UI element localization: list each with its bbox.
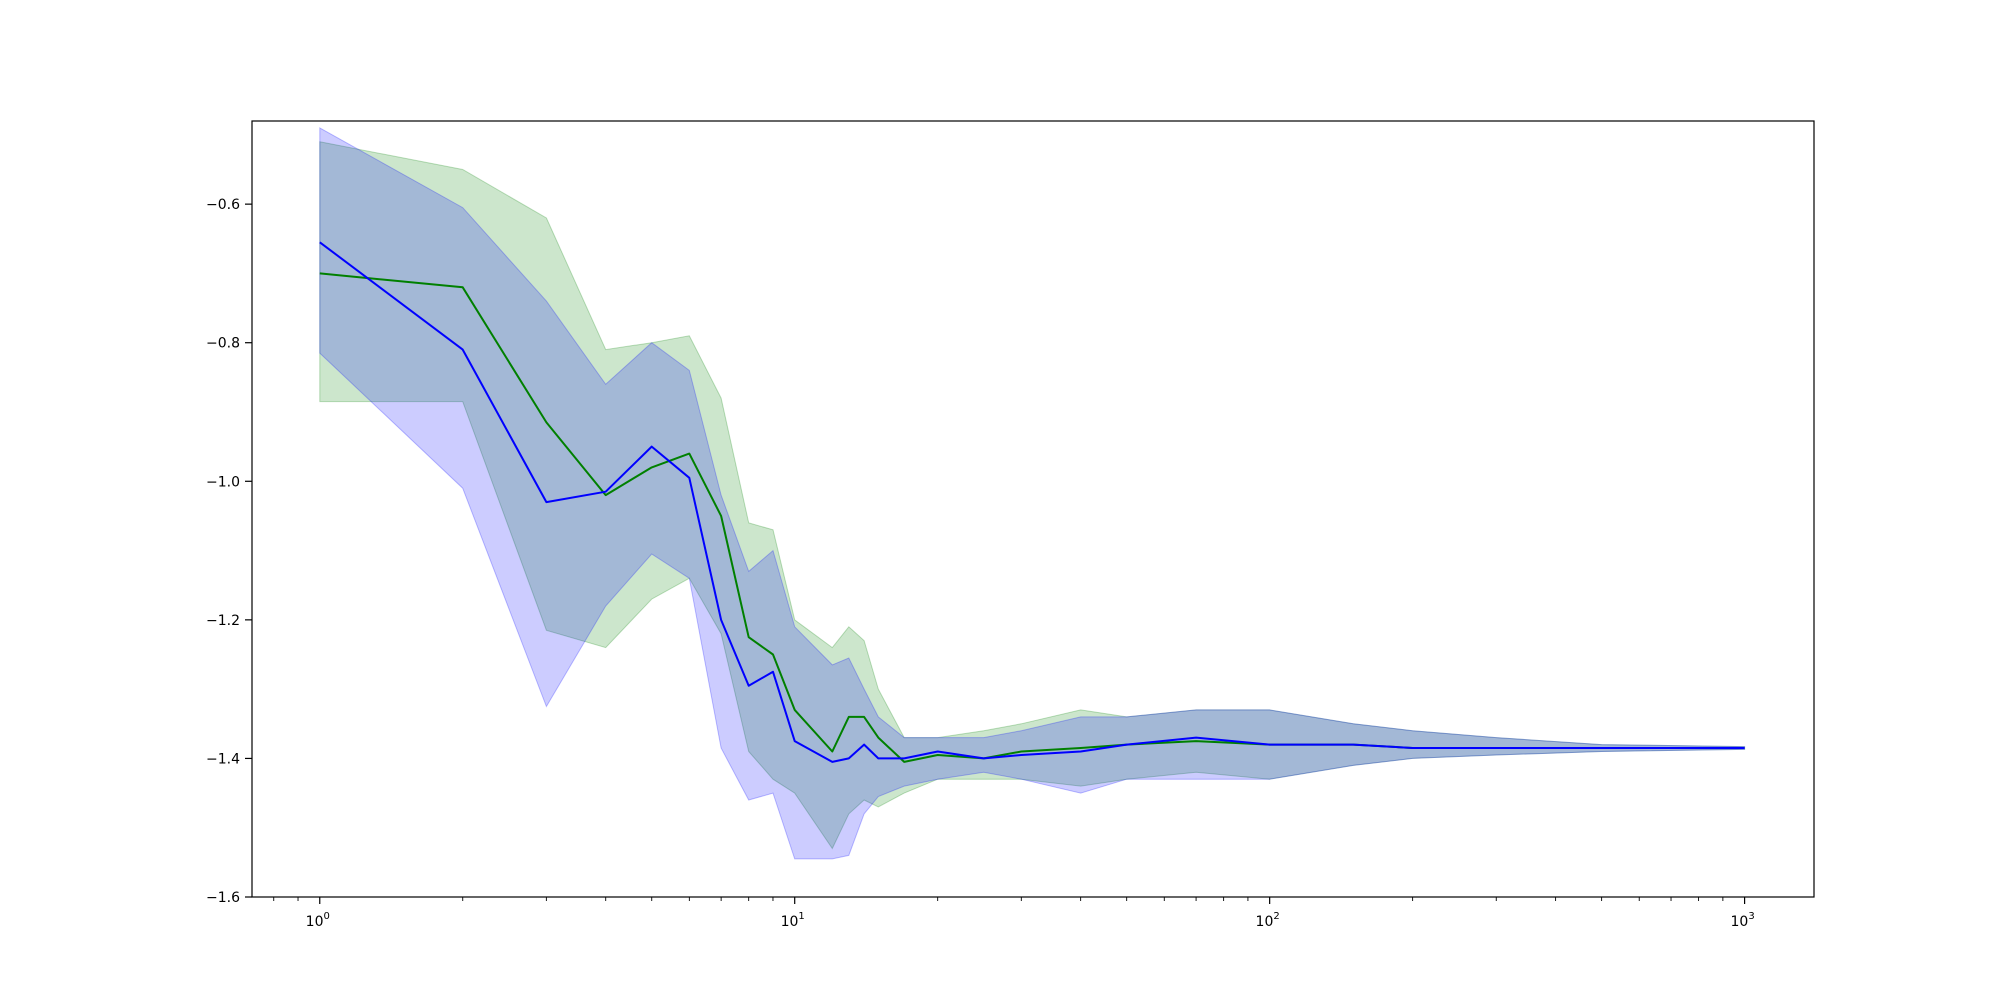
plot-frame: [251, 120, 1815, 898]
series-lines: [319, 241, 1745, 763]
y-tick-label: −1.6: [206, 890, 240, 906]
y-tick-label: −1.0: [206, 474, 240, 490]
x-tick-exponent: 3: [1748, 911, 1754, 922]
x-axis: 100 101 102 103: [273, 897, 1755, 930]
y-tick-label: −1.2: [206, 613, 240, 629]
x-tick-exponent: 2: [1273, 911, 1279, 922]
x-tick-exponent: 0: [323, 911, 329, 922]
y-tick-label: −1.4: [206, 751, 240, 767]
y-axis: −1.6 −1.4 −1.2 −1.0 −0.8 −0.6: [206, 197, 252, 906]
y-tick-label: −0.8: [206, 336, 240, 352]
y-tick-label: −0.6: [206, 197, 240, 213]
x-tick-exponent: 1: [798, 911, 804, 922]
series-1-line: [319, 241, 1745, 763]
